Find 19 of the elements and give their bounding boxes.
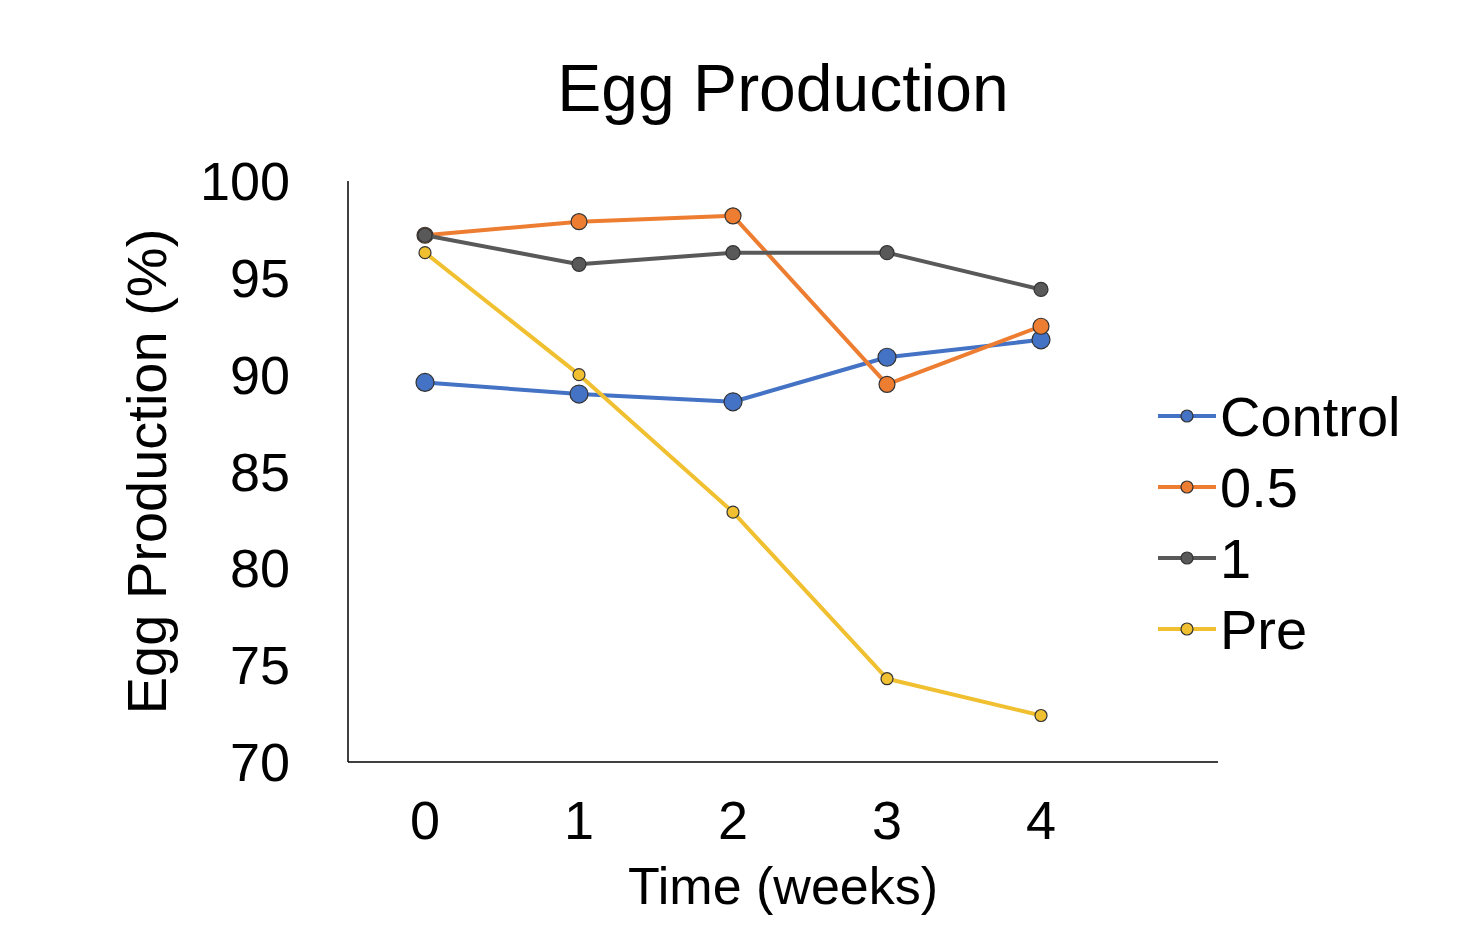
legend-label: 0.5 (1220, 455, 1298, 519)
y-tick-label: 90 (229, 344, 290, 405)
y-tick-label: 80 (229, 538, 290, 599)
y-tick-label: 100 (199, 151, 290, 211)
legend-label: Pre (1220, 597, 1308, 661)
x-tick-label: 3 (871, 790, 903, 850)
x-tick-label: 1 (563, 790, 595, 850)
x-tick-label: 2 (717, 790, 749, 850)
y-axis-title: Egg Production (%) (115, 228, 178, 715)
legend-label: 1 (1220, 526, 1252, 590)
x-axis-title: Time (weeks) (627, 857, 939, 915)
y-tick-label: 70 (229, 732, 290, 792)
chart-title: Egg Production (557, 51, 1009, 125)
y-tick-label: 85 (229, 441, 290, 502)
y-tick-label: 75 (229, 635, 290, 696)
y-tick-label: 95 (229, 247, 290, 308)
x-tick-label: 4 (1025, 790, 1057, 850)
x-tick-label: 0 (409, 790, 441, 850)
legend-label: Control (1220, 384, 1401, 448)
